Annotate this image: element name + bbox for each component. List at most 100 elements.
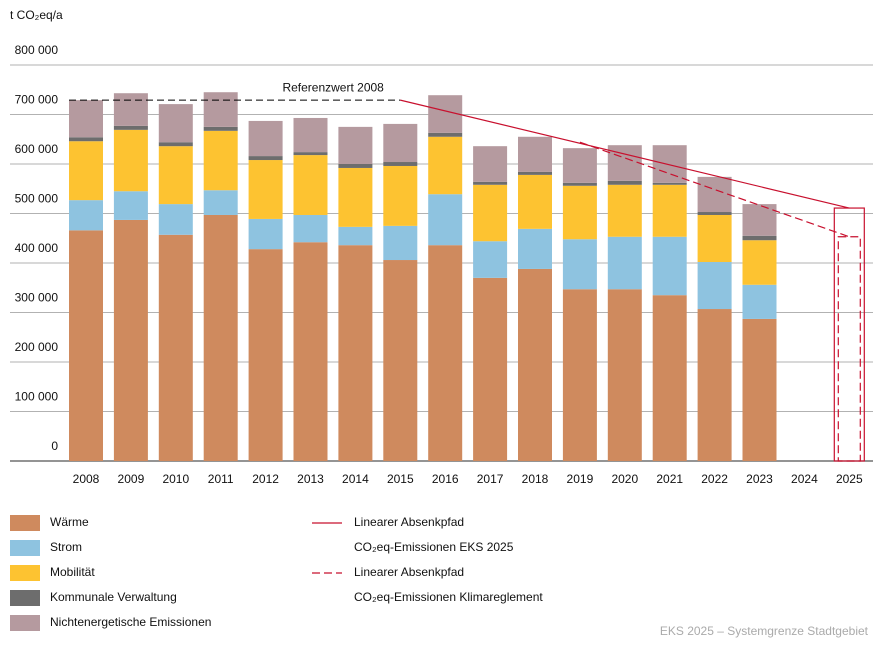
x-tick-label: 2016: [432, 472, 459, 486]
bar-segment: [518, 136, 552, 172]
y-tick-label: 700 000: [15, 93, 59, 107]
x-tick-label: 2012: [252, 472, 279, 486]
legend-label: Kommunale Verwaltung: [50, 590, 177, 604]
bar-segment: [697, 176, 732, 213]
bar-segment: [562, 182, 597, 186]
bar-segment: [203, 190, 238, 215]
y-axis-label: t CO₂eq/a: [10, 8, 63, 22]
y-tick-label: 500 000: [15, 192, 59, 206]
legend-label: CO₂eq-Emissionen EKS 2025: [354, 540, 514, 554]
legend-swatch: [10, 590, 40, 606]
bar-segment: [338, 126, 373, 164]
bar-segment: [473, 241, 508, 278]
bar-segment: [69, 100, 103, 138]
bar-segment: [518, 171, 552, 175]
bar-segment: [203, 130, 238, 191]
bar-segment: [113, 191, 148, 220]
bar-segment: [383, 260, 418, 461]
bar-segment: [248, 156, 283, 161]
x-tick-label: 2013: [297, 472, 324, 486]
x-tick-label: 2024: [791, 472, 818, 486]
bar-segment: [562, 239, 597, 290]
bar-segment: [473, 184, 508, 242]
bar-segment: [473, 277, 508, 461]
legend-label: Linearer Absenkpfad: [354, 565, 464, 579]
bar-segment: [742, 318, 777, 461]
bar-segment: [113, 93, 148, 126]
bar-segment: [652, 184, 687, 237]
legend-label: Wärme: [50, 515, 89, 529]
x-tick-label: 2022: [701, 472, 728, 486]
bar-segment: [697, 212, 732, 215]
bar-segment: [518, 228, 552, 269]
y-tick-label: 200 000: [15, 340, 59, 354]
legend-swatch: [10, 515, 40, 531]
bar-segment: [473, 146, 508, 182]
bar-segment: [338, 245, 373, 461]
footer: EKS 2025 – Systemgrenze Stadtgebiet: [660, 624, 869, 638]
bar-segment: [607, 236, 642, 290]
x-tick-label: 2019: [567, 472, 594, 486]
bar-segment: [293, 152, 328, 156]
y-tick-label: 0: [51, 439, 58, 453]
bar-segment: [69, 200, 103, 231]
bar-segment: [248, 160, 283, 219]
y-tick-label: 800 000: [15, 43, 59, 57]
bar-segment: [248, 120, 283, 157]
legend-swatch: [10, 615, 40, 631]
bar-segment: [652, 236, 687, 296]
bar-segment: [69, 141, 103, 201]
bar-segment: [248, 249, 283, 461]
bar-segment: [203, 214, 238, 461]
x-tick-label: 2009: [118, 472, 145, 486]
bar-segment: [428, 136, 463, 195]
bar-segment: [742, 235, 777, 241]
x-tick-label: 2018: [522, 472, 549, 486]
legend-label: Mobilität: [50, 565, 95, 579]
target-line: [400, 99, 850, 209]
target-box: [837, 236, 861, 462]
bar-segment: [338, 226, 373, 246]
bar-segment: [607, 180, 642, 185]
x-tick-label: 2015: [387, 472, 414, 486]
y-tick-label: 600 000: [15, 142, 59, 156]
bar-segment: [69, 137, 103, 142]
legend-swatch: [10, 540, 40, 556]
bar-segment: [652, 295, 687, 461]
bar-segment: [697, 309, 732, 461]
bar-segment: [293, 242, 328, 461]
bar-segment: [203, 126, 238, 131]
legend-label: Linearer Absenkpfad: [354, 515, 464, 529]
bar-segment: [158, 204, 193, 235]
bar-segment: [248, 218, 283, 250]
bar-segment: [113, 129, 148, 192]
x-tick-label: 2023: [746, 472, 773, 486]
bar-segment: [383, 225, 418, 261]
y-tick-label: 400 000: [15, 241, 59, 255]
bar-segment: [113, 219, 148, 461]
bar-segment: [338, 164, 373, 168]
x-tick-label: 2020: [611, 472, 638, 486]
reference-label: Referenzwert 2008: [282, 80, 384, 94]
bar-segment: [697, 214, 732, 263]
bar-segment: [518, 174, 552, 229]
bar-segment: [518, 268, 552, 461]
bar-segment: [293, 155, 328, 215]
legend-label: Strom: [50, 540, 82, 554]
x-tick-label: 2017: [477, 472, 504, 486]
bar-segment: [742, 240, 777, 285]
bar-segment: [562, 148, 597, 183]
bar-segment: [652, 182, 687, 185]
x-tick-label: 2025: [836, 472, 863, 486]
x-tick-label: 2008: [73, 472, 100, 486]
legend-swatch: [10, 565, 40, 581]
bar-segment: [607, 145, 642, 181]
bar-segment: [428, 194, 463, 246]
bar-segment: [607, 289, 642, 461]
bar-segment: [383, 162, 418, 166]
legend-label: Nichtenergetische Emissionen: [50, 615, 211, 629]
bar-segment: [158, 234, 193, 461]
bar-segment: [428, 245, 463, 461]
bar-segment: [293, 117, 328, 153]
